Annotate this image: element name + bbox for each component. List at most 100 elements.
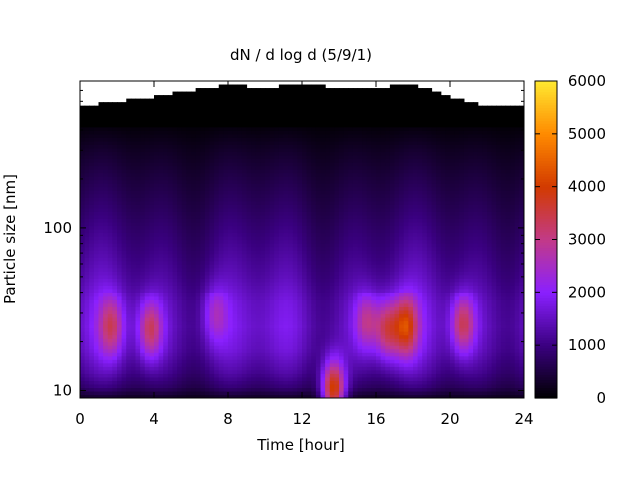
heatmap-cell [265,285,271,290]
heatmap-cell [292,154,298,160]
heatmap-cell [135,214,141,219]
heatmap-cell [292,355,298,360]
heatmap-cell [149,362,155,367]
heatmap-cell [80,105,86,110]
heatmap-cell [126,137,132,142]
heatmap-cell [200,362,206,367]
heatmap-cell [223,253,229,258]
heatmap-cell [172,151,178,156]
heatmap-cell [218,126,224,131]
heatmap-cell [325,179,331,184]
heatmap-cell [311,288,317,293]
heatmap-cell [237,376,243,381]
heatmap-cell [80,250,86,255]
heatmap-cell [163,225,169,230]
heatmap-cell [191,218,197,223]
heatmap-cell [278,373,285,378]
heatmap-cell [130,292,137,297]
heatmap-cell [214,324,220,329]
heatmap-cell [144,345,150,350]
heatmap-cell [149,140,155,145]
heatmap-cell [186,133,192,138]
heatmap-cell [154,119,160,124]
heatmap-cell [172,102,178,107]
heatmap-cell [177,341,183,346]
heatmap-cell [158,334,164,339]
heatmap-cell [283,95,289,100]
heatmap-cell [107,348,113,353]
heatmap-cell [288,214,294,219]
heatmap-cell [107,232,113,237]
heatmap-cell [283,334,289,339]
heatmap-cell [154,267,160,272]
heatmap-cell [98,348,104,353]
heatmap-cell [80,140,86,145]
heatmap-cell [103,243,109,248]
heatmap-cell [80,239,86,244]
heatmap-cell [306,183,312,188]
heatmap-cell [144,288,150,293]
heatmap-cell [181,140,187,145]
heatmap-cell [172,285,178,290]
heatmap-cell [343,362,349,367]
heatmap-cell [302,355,308,360]
heatmap-cell [292,264,298,269]
heatmap-cell [311,211,317,216]
heatmap-cell [223,116,229,121]
heatmap-cell [181,243,187,248]
heatmap-cell [135,158,141,163]
heatmap-cell [214,218,220,223]
heatmap-cell [288,200,294,205]
heatmap-cell [140,338,146,343]
heatmap-cell [186,366,192,371]
heatmap-cell [140,197,146,202]
heatmap-cell [241,306,248,311]
heatmap-cell [154,331,160,336]
heatmap-cell [241,316,248,322]
heatmap-cell [214,309,220,315]
heatmap-cell [117,383,123,389]
heatmap-cell [172,112,178,117]
heatmap-cell [103,285,109,290]
heatmap-cell [237,369,243,374]
heatmap-cell [325,299,331,304]
heatmap-cell [98,309,104,315]
heatmap-cell [130,165,137,170]
heatmap-cell [130,331,137,336]
heatmap-cell [334,126,340,131]
heatmap-cell [191,260,197,265]
heatmap-cell [144,183,150,188]
heatmap-cell [135,281,141,286]
heatmap-cell [241,179,248,184]
heatmap-cell [260,306,266,311]
heatmap-cell [246,260,252,265]
heatmap-cell [292,147,298,153]
heatmap-cell [343,257,349,262]
heatmap-cell [140,211,146,216]
heatmap-cell [288,285,294,290]
heatmap-cell [89,186,95,191]
heatmap-cell [93,288,100,293]
heatmap-cell [306,193,312,198]
heatmap-cell [334,102,340,107]
heatmap-cell [200,228,206,234]
heatmap-cell [278,105,285,110]
heatmap-cell [292,183,298,188]
heatmap-cell [107,309,113,315]
heatmap-cell [320,316,326,322]
heatmap-cell [265,239,271,244]
heatmap-cell [158,380,164,385]
heatmap-cell [200,123,206,128]
heatmap-cell [195,105,201,110]
heatmap-cell [237,186,243,191]
heatmap-cell [306,133,312,138]
heatmap-cell [320,91,326,96]
heatmap-cell [246,380,252,385]
heatmap-cell [241,225,248,230]
heatmap-cell [214,352,220,357]
heatmap-cell [154,327,160,332]
heatmap-cell [343,338,349,343]
heatmap-cell [265,140,271,145]
heatmap-cell [135,116,141,121]
heatmap-cell [200,144,206,149]
